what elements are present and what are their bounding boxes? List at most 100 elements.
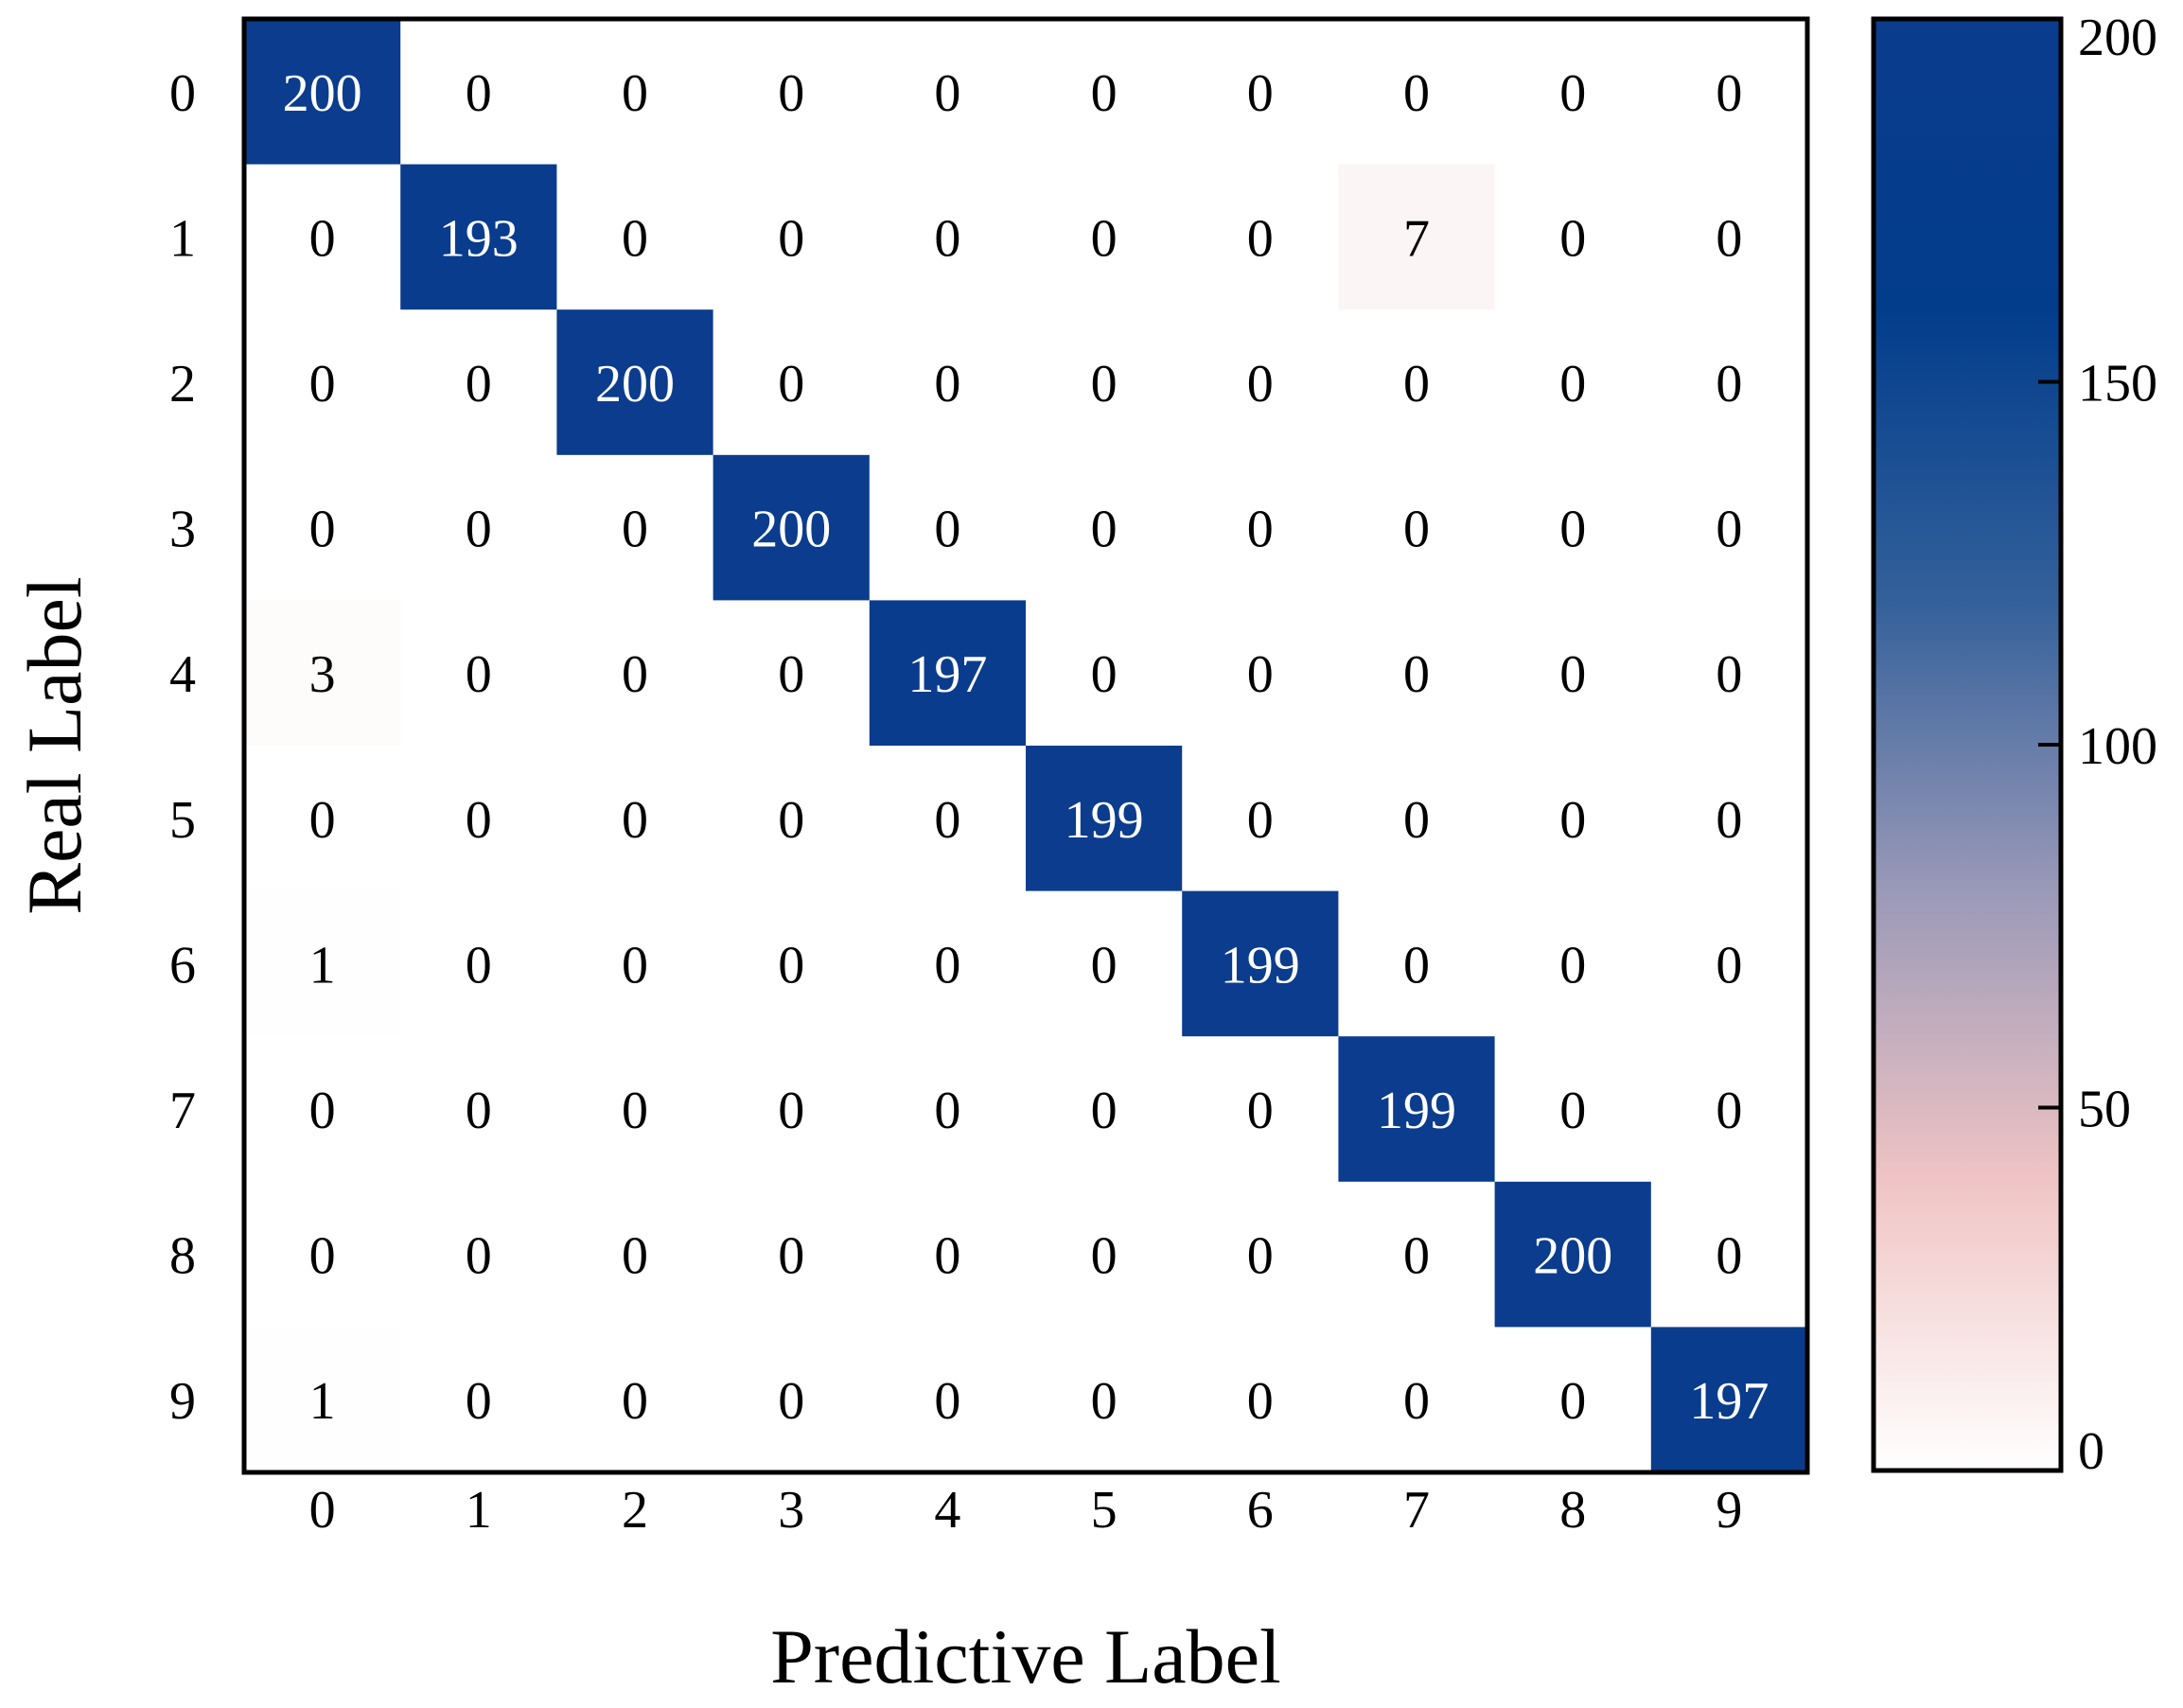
cell-value-label: 0 <box>622 1372 648 1431</box>
x-tick-label: 5 <box>1091 1481 1118 1540</box>
heatmap-cell <box>1650 164 1808 310</box>
cell-value-label: 0 <box>622 501 648 559</box>
heatmap-cell <box>1494 1181 1652 1328</box>
cell-value-label: 0 <box>1559 501 1586 559</box>
heatmap-cell <box>1338 164 1496 310</box>
cell-value-label: 0 <box>1091 936 1118 995</box>
heatmap-cell <box>1026 164 1183 310</box>
heatmap-cell <box>244 309 401 456</box>
heatmap-cell <box>244 1181 401 1328</box>
heatmap-cell <box>1338 1181 1496 1328</box>
heatmap-cell <box>1182 890 1339 1037</box>
heatmap-cell <box>1494 600 1652 747</box>
colorbar-tick-label: 150 <box>2078 355 2157 414</box>
heatmap-cell <box>556 309 714 456</box>
heatmap-cell <box>556 454 714 601</box>
heatmap-cell <box>869 1181 1027 1328</box>
x-axis-ticks: 0 1 2 3 4 5 6 7 8 9 <box>309 1481 1743 1540</box>
cell-value-label: 0 <box>1716 1082 1742 1140</box>
heatmap-cell <box>1182 164 1339 310</box>
cell-value-label: 7 <box>1403 209 1430 268</box>
cell-value-label: 0 <box>1247 1082 1274 1140</box>
cell-value-label: 200 <box>1533 1227 1612 1286</box>
cell-value-label: 0 <box>1716 355 1742 414</box>
heatmap-cell <box>869 1036 1027 1183</box>
cell-value-label: 0 <box>466 1372 492 1431</box>
heatmap-cell <box>869 600 1027 747</box>
heatmap-cell <box>1494 164 1652 310</box>
cell-value-label: 1 <box>309 1372 336 1431</box>
heatmap-cell <box>1650 600 1808 747</box>
heatmap-cell <box>244 890 401 1037</box>
heatmap-cell <box>244 746 401 892</box>
heatmap-cell <box>400 746 557 892</box>
heatmap-cell <box>400 19 557 166</box>
cell-value-label: 0 <box>1247 64 1274 123</box>
heatmap-cell <box>1494 1327 1652 1473</box>
heatmap-cell <box>556 600 714 747</box>
heatmap-cell <box>1182 1181 1339 1328</box>
cell-value-label: 0 <box>622 791 648 850</box>
y-tick-label: 7 <box>169 1082 196 1140</box>
heatmap-cell <box>1650 746 1808 892</box>
cell-value-label: 0 <box>1559 209 1586 268</box>
cell-value-label: 0 <box>778 791 804 850</box>
cell-value-label: 0 <box>1091 355 1118 414</box>
cell-value-label: 0 <box>466 1082 492 1140</box>
cell-value-label: 0 <box>1247 355 1274 414</box>
heatmap-cell <box>1650 454 1808 601</box>
y-tick-label: 9 <box>169 1372 196 1431</box>
x-tick-label: 8 <box>1559 1481 1586 1540</box>
cell-value-label: 0 <box>309 501 336 559</box>
heatmap-cell <box>713 1181 871 1328</box>
heatmap-cell <box>400 164 557 310</box>
cell-value-label: 0 <box>1716 209 1742 268</box>
heatmap-cell <box>1650 309 1808 456</box>
x-tick-label: 6 <box>1247 1481 1274 1540</box>
cell-value-label: 0 <box>1091 645 1118 704</box>
heatmap-cell <box>400 1181 557 1328</box>
heatmap-cell <box>713 746 871 892</box>
heatmap-cell <box>1026 890 1183 1037</box>
heatmap-cell <box>1650 19 1808 166</box>
x-tick-label: 7 <box>1403 1481 1430 1540</box>
cell-value-label: 200 <box>595 355 675 414</box>
heatmap-cell <box>1026 746 1183 892</box>
cell-value-label: 0 <box>1716 1227 1742 1286</box>
y-tick-label: 2 <box>169 355 196 414</box>
heatmap-cell <box>1026 19 1183 166</box>
cell-value-label: 0 <box>1091 1227 1118 1286</box>
cell-value-label: 0 <box>309 1227 336 1286</box>
heatmap-cell <box>869 309 1027 456</box>
cell-value-label: 0 <box>778 645 804 704</box>
y-tick-label: 1 <box>169 209 196 268</box>
colorbar-tick-label: 0 <box>2078 1422 2104 1481</box>
cell-value-label: 0 <box>1091 1082 1118 1140</box>
heatmap-cell <box>400 454 557 601</box>
cell-value-label: 0 <box>1559 355 1586 414</box>
heatmap-cell <box>1026 600 1183 747</box>
heatmap-cell <box>244 454 401 601</box>
cell-value-label: 0 <box>934 936 960 995</box>
cell-value-label: 0 <box>1403 501 1430 559</box>
heatmap-cell <box>869 1327 1027 1473</box>
heatmap-cell <box>1026 1181 1183 1328</box>
cell-value-label: 0 <box>622 936 648 995</box>
colorbar <box>1871 16 2064 1473</box>
cell-value-label: 0 <box>1559 1082 1586 1140</box>
heatmap-cell <box>400 309 557 456</box>
x-tick-label: 4 <box>934 1481 960 1540</box>
cell-value-label: 0 <box>934 501 960 559</box>
heatmap-cell <box>1182 746 1339 892</box>
cell-value-label: 0 <box>1716 936 1742 995</box>
heatmap-cell <box>556 746 714 892</box>
cell-value-label: 0 <box>466 64 492 123</box>
cell-value-label: 0 <box>1716 645 1742 704</box>
heatmap-cell <box>713 600 871 747</box>
heatmap-cell <box>1026 454 1183 601</box>
heatmap-cell <box>1182 19 1339 166</box>
colorbar-tick-label: 200 <box>2078 9 2157 67</box>
y-tick-label: 0 <box>169 64 196 123</box>
cell-value-label: 0 <box>1091 209 1118 268</box>
